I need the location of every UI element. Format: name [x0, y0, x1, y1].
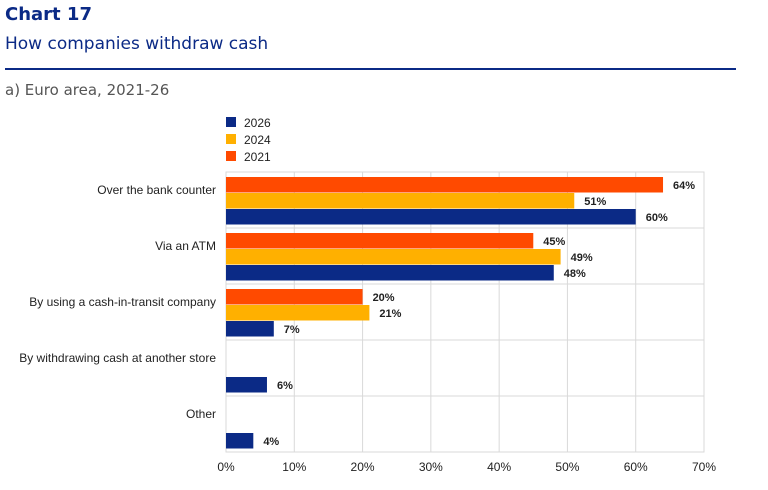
x-tick-label: 70% — [692, 460, 716, 474]
x-tick-label: 10% — [282, 460, 306, 474]
x-tick-label: 20% — [351, 460, 375, 474]
legend-swatch-2026 — [226, 117, 236, 127]
category-label: By using a cash-in-transit company — [29, 295, 216, 309]
data-label: 4% — [263, 436, 279, 448]
data-label: 6% — [277, 380, 293, 392]
data-label: 21% — [379, 308, 401, 320]
x-tick-label: 60% — [624, 460, 648, 474]
legend-label: 2024 — [244, 133, 271, 147]
legend-label: 2021 — [244, 150, 271, 164]
x-tick-label: 40% — [487, 460, 511, 474]
data-label: 60% — [646, 212, 668, 224]
chart-number: Chart 17 — [5, 4, 92, 25]
x-tick-label: 0% — [217, 460, 235, 474]
data-label: 45% — [543, 236, 565, 248]
bar-2021 — [226, 177, 664, 193]
category-label: Over the bank counter — [97, 183, 216, 197]
label-layer: 0% 10% 20% 30% 40% 50% 60% 70% Over the bank cou… — [19, 180, 716, 474]
category-label: By withdrawing cash at another store — [19, 351, 216, 365]
legend: 2026 2024 2021 — [226, 116, 271, 164]
title-divider — [5, 68, 736, 70]
bar-2024 — [226, 249, 561, 265]
legend-swatch-2024 — [226, 134, 236, 144]
category-label: Other — [186, 407, 216, 421]
category-label: Via an ATM — [155, 239, 216, 253]
data-label: 7% — [284, 324, 300, 336]
bar-2024 — [226, 193, 575, 209]
data-label: 51% — [584, 196, 606, 208]
legend-label: 2026 — [244, 116, 271, 130]
data-label: 49% — [571, 252, 593, 264]
bar-2026 — [226, 321, 274, 337]
data-label: 20% — [373, 292, 395, 304]
chart-title: How companies withdraw cash — [5, 34, 269, 54]
legend-swatch-2021 — [226, 151, 236, 161]
bar-2021 — [226, 233, 534, 249]
x-tick-label: 30% — [419, 460, 443, 474]
bar-2021 — [226, 289, 363, 305]
bar-2026 — [226, 377, 267, 393]
bar-layer — [226, 177, 664, 449]
x-tick-label: 50% — [555, 460, 579, 474]
data-label: 48% — [564, 268, 586, 280]
data-label: 64% — [673, 180, 695, 192]
bar-2024 — [226, 305, 370, 321]
bar-2026 — [226, 209, 636, 225]
bar-2026 — [226, 265, 554, 281]
panel-title: a) Euro area, 2021-26 — [5, 81, 170, 99]
bar-2026 — [226, 433, 254, 449]
